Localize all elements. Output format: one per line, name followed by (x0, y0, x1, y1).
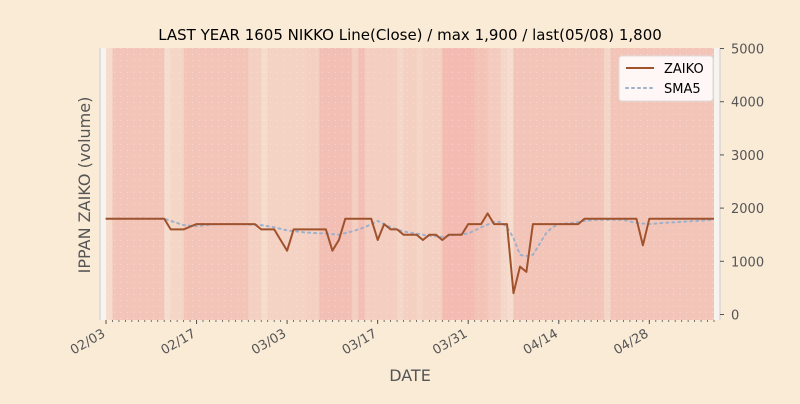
background-band (170, 48, 184, 320)
y-tick-label: 2000 (731, 202, 764, 217)
background-band (500, 48, 508, 320)
plot-right-margin (714, 48, 720, 320)
background-band (267, 48, 307, 320)
background-band (422, 48, 443, 320)
y-tick-label: 4000 (731, 96, 764, 111)
background-band (183, 48, 249, 320)
background-band (487, 48, 501, 320)
y-tick-label: 1000 (731, 255, 764, 270)
y-axis-label: IPPAN ZAIKO (volume) (75, 97, 94, 274)
plot-left-margin (100, 48, 106, 320)
chart-title: LAST YEAR 1605 NIKKO Line(Close) / max 1… (158, 26, 662, 44)
x-axis-label: DATE (389, 366, 431, 385)
background-band (319, 48, 352, 320)
background-band (397, 48, 404, 320)
y-tick-label: 5000 (731, 43, 764, 58)
background-band (416, 48, 423, 320)
background-band (248, 48, 262, 320)
background-band (474, 48, 488, 320)
legend-sma5-label: SMA5 (664, 82, 701, 97)
legend-zaiko-label: ZAIKO (664, 62, 704, 77)
background-band (351, 48, 359, 320)
y-tick-label: 3000 (731, 149, 764, 164)
background-band (364, 48, 398, 320)
y-tick-label: 0 (731, 309, 739, 324)
background-band (403, 48, 417, 320)
series-zaiko-line (106, 212, 714, 295)
background-band (358, 48, 365, 320)
background-band (306, 48, 320, 320)
background-band (112, 48, 165, 320)
legend: ZAIKO SMA5 (618, 55, 714, 102)
background-band (604, 48, 611, 320)
background-band (513, 48, 605, 320)
background-band (442, 48, 475, 320)
